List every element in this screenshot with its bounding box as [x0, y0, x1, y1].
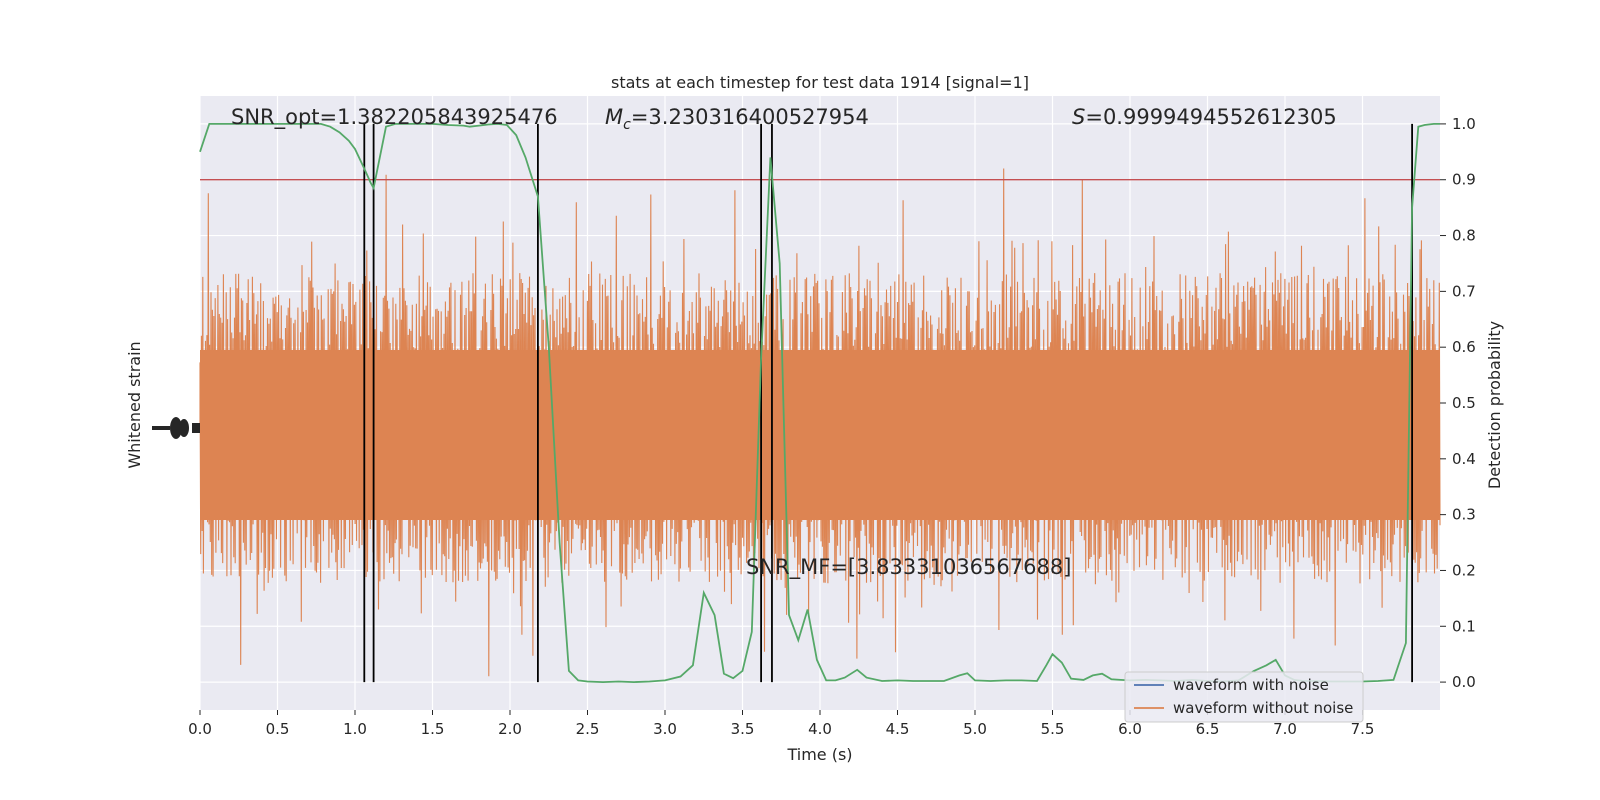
x-tick-label: 5.5 [1041, 720, 1065, 738]
legend-box [1124, 671, 1364, 723]
x-tick-label: 1.5 [421, 720, 445, 738]
x-tick-label: 0.0 [188, 720, 212, 738]
y-tick-label: 0.2 [1452, 561, 1476, 579]
x-tick-label: 1.0 [343, 720, 367, 738]
snr-mf-annotation: SNR_MF=[3.83331036567688] [746, 555, 1071, 580]
y-tick-label: 0.4 [1452, 450, 1476, 468]
left-tick-label-stack [170, 417, 182, 439]
s-annotation: S=0.9999494552612305 [1072, 105, 1337, 129]
snr-opt-annotation: SNR_opt=1.382205843925476 [231, 105, 558, 130]
strain-series [199, 168, 1441, 677]
x-tick-label: 6.0 [1118, 720, 1142, 738]
y-tick-label: 0.9 [1452, 171, 1476, 189]
x-tick-label: 2.0 [498, 720, 522, 738]
legend-label-with-noise: waveform with noise [1173, 676, 1329, 694]
x-axis-label: Time (s) [786, 745, 852, 764]
x-tick-label: 0.5 [266, 720, 290, 738]
y-tick-label: 0.6 [1452, 338, 1476, 356]
x-axis-ticks: 0.0 0.5 1.0 1.5 2.0 2.5 3.0 3.5 4.0 4.5 5.0 5.5 6.0 6… [188, 710, 1374, 738]
y-tick-label: 0.7 [1452, 282, 1476, 300]
chirp-mass-subscript: c [623, 117, 631, 133]
right-axis-label: Detection probability [1485, 321, 1504, 489]
x-tick-label: 2.5 [576, 720, 600, 738]
left-axis-tick-labels [152, 417, 200, 439]
left-tick-label-stack [192, 423, 200, 433]
y-tick-label: 0.5 [1452, 394, 1476, 412]
boundary-lines [363, 123, 1413, 683]
x-tick-label: 7.5 [1351, 720, 1375, 738]
x-tick-label: 6.5 [1196, 720, 1220, 738]
left-tick-label-stack [179, 419, 189, 437]
s-value: =0.9999494552612305 [1085, 105, 1336, 129]
y-tick-label: 1.0 [1452, 115, 1476, 133]
legend: waveform with noise waveform without noi… [1124, 671, 1364, 723]
strain-core-band [200, 350, 1440, 520]
y-tick-label: 0.3 [1452, 506, 1476, 524]
s-symbol: S [1072, 105, 1085, 129]
left-axis-label: Whitened strain [125, 341, 144, 468]
chirp-mass-symbol: M [605, 105, 623, 129]
y-tick-label: 0.1 [1452, 617, 1476, 635]
y-tick-label: 0.0 [1452, 673, 1476, 691]
right-axis-ticks: 0.0 0.1 0.2 0.3 0.4 0.5 0.6 0.7 0.8 0.9 1.0 [1440, 115, 1476, 691]
chirp-mass-value: =3.230316400527954 [631, 105, 869, 129]
chart-title: stats at each timestep for test data 191… [611, 73, 1029, 92]
y-tick-label: 0.8 [1452, 227, 1476, 245]
x-tick-label: 3.5 [731, 720, 755, 738]
x-tick-label: 7.0 [1273, 720, 1297, 738]
chirp-mass-annotation: Mc=3.230316400527954 [605, 105, 869, 133]
legend-label-without-noise: waveform without noise [1173, 699, 1353, 717]
x-tick-label: 4.5 [886, 720, 910, 738]
x-tick-label: 5.0 [963, 720, 987, 738]
left-tick-label-stack [152, 426, 170, 430]
x-tick-label: 3.0 [653, 720, 677, 738]
x-tick-label: 4.0 [808, 720, 832, 738]
